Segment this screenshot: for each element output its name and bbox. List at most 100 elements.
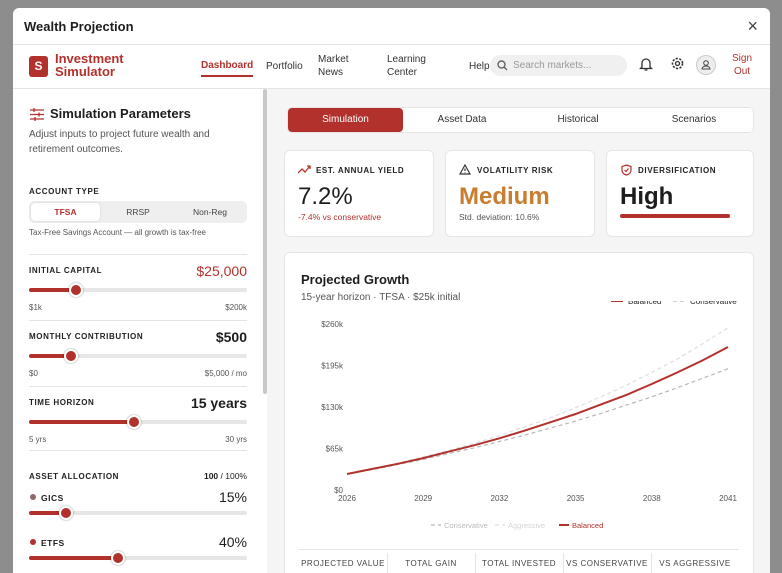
- y-tick-label: $130k: [321, 403, 344, 412]
- asset-dot: [30, 539, 36, 545]
- legend-label: Conservative: [444, 521, 488, 530]
- nav-link[interactable]: Learning Center: [387, 54, 426, 78]
- slider-track: [29, 556, 247, 560]
- close-button[interactable]: ×: [747, 16, 758, 36]
- slider-fill: [29, 420, 134, 424]
- x-tick-label: 2035: [567, 494, 585, 503]
- slider-track: [29, 511, 247, 515]
- slider-knob[interactable]: [111, 551, 125, 565]
- card-note: Std. deviation: 10.6%: [459, 212, 540, 222]
- slider-value: 15 years: [190, 395, 247, 411]
- column-divider: [475, 553, 476, 573]
- divider: [13, 88, 770, 89]
- asset-value: 15%: [218, 489, 247, 505]
- search-box[interactable]: Search markets...: [490, 55, 627, 76]
- slider-max: $5,000 / mo: [204, 369, 247, 378]
- slider-knob[interactable]: [69, 283, 83, 297]
- card-value: High: [620, 183, 674, 210]
- segment[interactable]: RRSP: [126, 207, 150, 217]
- stat-card: VOLATILITY RISK Medium Std. deviation: 1…: [445, 150, 595, 237]
- tab-label: Asset Data: [437, 114, 487, 125]
- section-label: ACCOUNT TYPE: [29, 187, 100, 196]
- slider-knob[interactable]: [59, 506, 73, 520]
- slider-track: [29, 354, 247, 358]
- nav-link[interactable]: Market News: [318, 54, 349, 78]
- account-note: Tax-Free Savings Account — all growth is…: [29, 228, 206, 237]
- y-tick-label: $0: [334, 486, 343, 495]
- table-header: VS AGGRESSIVE: [659, 559, 731, 568]
- tab[interactable]: Asset Data: [404, 114, 520, 125]
- legend-label: Balanced: [572, 521, 603, 530]
- progress-bar: [620, 214, 730, 218]
- table-header: PROJECTED VALUE: [301, 559, 385, 568]
- settings-icon[interactable]: [670, 56, 685, 71]
- segment-selected: [31, 203, 100, 221]
- slider-knob[interactable]: [127, 415, 141, 429]
- chart: $0 $65k $130k $195k $260k 2026 2029 2032 2035 203…: [321, 301, 737, 530]
- y-tick-label: $65k: [326, 445, 344, 454]
- slider-knob[interactable]: [64, 349, 78, 363]
- params-icon: [30, 108, 44, 121]
- scrollbar[interactable]: [263, 89, 267, 394]
- slider-track: [29, 288, 247, 292]
- nav-link[interactable]: Dashboard: [201, 59, 254, 77]
- search-placeholder: Search markets...: [513, 60, 592, 71]
- chart-subtitle: 15-year horizon · TFSA · $25k initial: [301, 292, 461, 303]
- slider-value: $25,000: [196, 263, 247, 279]
- slider-max: $200k: [225, 303, 247, 312]
- legend-label: Conservative: [690, 301, 737, 306]
- tab-bar: Simulation Asset Data Historical Scenari…: [287, 107, 754, 133]
- slider-value: $500: [215, 329, 247, 345]
- slider-fill: [29, 511, 66, 515]
- bell-icon[interactable]: [639, 56, 653, 72]
- y-tick-label: $260k: [321, 320, 344, 329]
- tab-selected: [288, 108, 403, 132]
- nav-link[interactable]: Portfolio: [266, 61, 303, 72]
- chart-title: Projected Growth: [301, 272, 410, 287]
- segment[interactable]: TFSA: [54, 207, 77, 217]
- slider-fill: [29, 354, 71, 358]
- series-line: [346, 368, 729, 475]
- tab[interactable]: Scenarios: [636, 114, 752, 125]
- x-tick-label: 2026: [338, 494, 356, 503]
- asset-dot: [30, 494, 36, 500]
- tab-label: Scenarios: [671, 114, 717, 125]
- slider-label: MONTHLY CONTRIBUTION: [29, 332, 144, 341]
- slider-min: 5 yrs: [29, 435, 47, 444]
- slider-min: $0: [29, 369, 38, 378]
- divider: [29, 450, 247, 451]
- tab[interactable]: Historical: [520, 114, 636, 125]
- card-note: -7.4% vs conservative: [298, 212, 382, 222]
- logo[interactable]: S: [29, 56, 48, 77]
- slider-fill: [29, 556, 118, 560]
- table-header: VS CONSERVATIVE: [566, 559, 648, 568]
- tab[interactable]: Simulation: [288, 114, 403, 125]
- sidebar-description: Adjust inputs to project future wealth a…: [29, 129, 210, 155]
- divider: [29, 254, 247, 255]
- legend-label: Aggressive: [508, 521, 545, 530]
- allocation-sum: 100: [203, 471, 219, 481]
- search-icon: [497, 60, 508, 71]
- divider: [13, 44, 770, 45]
- series-line: [346, 327, 729, 475]
- sign-out[interactable]: Sign Out: [731, 53, 752, 77]
- nav-link[interactable]: Help: [469, 61, 490, 72]
- x-tick-label: 2041: [719, 494, 737, 503]
- modal-title: Wealth Projection: [24, 19, 134, 34]
- x-tick-label: 2038: [643, 494, 661, 503]
- segment[interactable]: Non-Reg: [192, 207, 228, 217]
- slider-label: TIME HORIZON: [29, 398, 95, 407]
- column-divider: [563, 553, 564, 573]
- series-line: [346, 346, 729, 475]
- tab-label: Simulation: [322, 114, 369, 125]
- warning-icon: [459, 164, 471, 175]
- divider: [29, 320, 247, 321]
- sidebar: Simulation Parameters Adjust inputs to p…: [13, 89, 263, 573]
- avatar[interactable]: [696, 55, 716, 75]
- chart-card: Projected Growth 15-year horizon · TFSA …: [284, 252, 754, 573]
- modal: Wealth Projection × S Investment Simulat…: [13, 8, 770, 573]
- legend-label: Balanced: [628, 301, 661, 306]
- card-label: DIVERSIFICATION: [638, 166, 717, 175]
- brand[interactable]: Investment Simulator: [55, 51, 124, 79]
